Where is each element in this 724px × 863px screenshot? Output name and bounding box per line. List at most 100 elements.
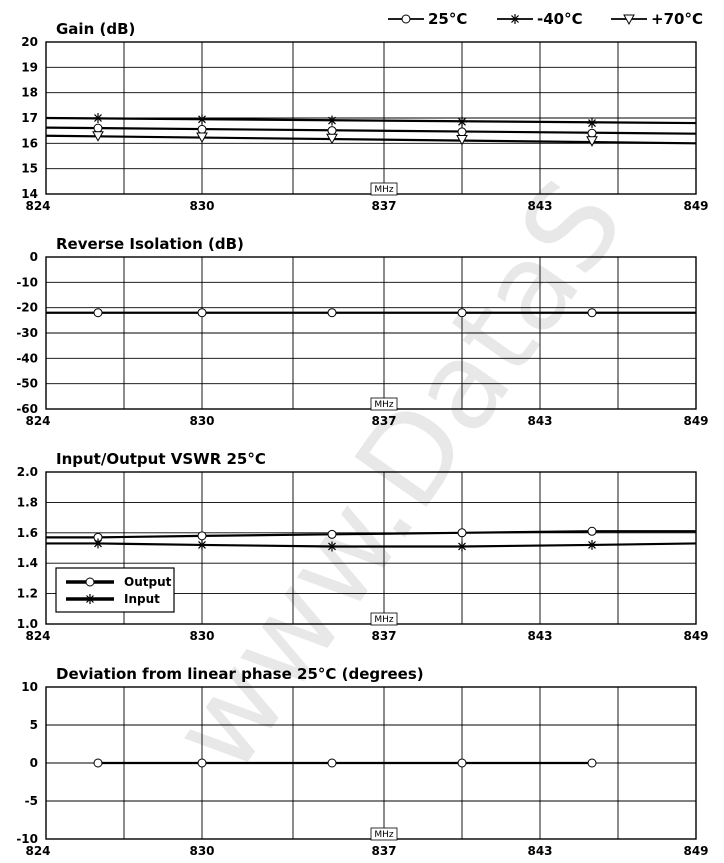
data-point xyxy=(197,758,207,768)
x-tick-label: 824 xyxy=(25,629,50,643)
y-tick-label: -40 xyxy=(16,351,38,365)
series-line xyxy=(45,134,697,145)
data-point xyxy=(327,115,337,126)
x-tick-label: 843 xyxy=(527,414,552,428)
y-tick-label: 20 xyxy=(21,35,38,49)
y-tick-label: 1.0 xyxy=(17,617,38,631)
x-axis-label: MHz xyxy=(374,185,394,195)
data-point xyxy=(197,308,207,318)
inset-legend-label: Output xyxy=(124,575,172,589)
xlabel-box xyxy=(370,827,398,841)
y-tick-label: 5 xyxy=(30,718,38,732)
data-point xyxy=(327,758,337,768)
data-point xyxy=(197,539,207,550)
y-tick-label: -20 xyxy=(16,301,38,315)
header-legend-label: +70°C xyxy=(651,10,703,28)
header-legend-marker xyxy=(510,14,520,24)
data-point xyxy=(587,128,597,138)
x-tick-label: 843 xyxy=(527,199,552,213)
x-tick-label: 830 xyxy=(189,199,214,213)
inset-legend-box xyxy=(55,567,175,613)
data-point xyxy=(587,308,597,318)
y-tick-label: 18 xyxy=(21,86,38,100)
data-point xyxy=(326,133,338,145)
data-point xyxy=(93,308,103,318)
y-tick-label: 0 xyxy=(30,756,38,770)
header-legend-marker xyxy=(623,14,635,26)
y-tick-label: 1.2 xyxy=(17,587,38,601)
y-tick-label: -10 xyxy=(16,275,38,289)
data-point xyxy=(93,123,103,133)
chart-title: Input/Output VSWR 25°C xyxy=(56,450,266,468)
x-tick-label: 837 xyxy=(371,414,396,428)
data-point xyxy=(587,526,597,536)
x-tick-label: 830 xyxy=(189,844,214,858)
data-point xyxy=(197,114,207,125)
data-point xyxy=(587,539,597,550)
x-tick-label: 843 xyxy=(527,844,552,858)
chart-title: Reverse Isolation (dB) xyxy=(56,235,244,253)
x-tick-label: 843 xyxy=(527,629,552,643)
header-legend: 25°C -40°C +70°C xyxy=(388,10,703,28)
x-tick-label: 830 xyxy=(189,629,214,643)
chart-panel-1: Gain (dB) 14 15 16 17 18 19 20 824 830 837 843 849 MH… xyxy=(21,20,708,213)
series-3 xyxy=(45,131,697,147)
data-point xyxy=(92,131,104,142)
y-tick-label: 2.0 xyxy=(17,465,38,479)
y-tick-label: 0 xyxy=(30,250,38,264)
inset-legend-marker xyxy=(85,594,95,604)
x-tick-label: 830 xyxy=(189,414,214,428)
x-axis-label: MHz xyxy=(374,830,394,840)
y-tick-label: 10 xyxy=(21,680,38,694)
data-point xyxy=(327,529,337,539)
inset-legend-marker xyxy=(85,577,95,587)
data-point xyxy=(197,124,207,134)
data-point xyxy=(457,758,467,768)
y-tick-label: -60 xyxy=(16,402,38,416)
data-point xyxy=(327,126,337,136)
x-tick-label: 849 xyxy=(683,199,708,213)
y-tick-label: -5 xyxy=(25,794,38,808)
x-tick-label: 837 xyxy=(371,629,396,643)
x-tick-label: 849 xyxy=(683,629,708,643)
data-point xyxy=(457,541,467,552)
y-tick-label: -50 xyxy=(16,377,38,391)
data-point xyxy=(93,538,103,549)
x-tick-label: 837 xyxy=(371,199,396,213)
y-tick-label: -10 xyxy=(16,832,38,846)
data-point xyxy=(327,541,337,552)
data-point xyxy=(457,308,467,318)
x-tick-label: 824 xyxy=(25,199,50,213)
series-2 xyxy=(46,538,697,552)
x-tick-label: 824 xyxy=(25,844,50,858)
data-point xyxy=(456,135,468,146)
data-point xyxy=(93,113,103,123)
series-1 xyxy=(93,758,597,768)
data-point xyxy=(327,308,337,318)
data-point xyxy=(587,118,597,129)
x-tick-label: 849 xyxy=(683,414,708,428)
header-legend-label: 25°C xyxy=(428,10,467,28)
series-2 xyxy=(45,123,697,138)
data-point xyxy=(93,758,103,768)
header-legend-entry: 25°C xyxy=(388,10,467,28)
data-point xyxy=(586,136,598,147)
inset-legend: Output Input xyxy=(55,567,175,613)
data-point xyxy=(196,132,208,144)
y-tick-label: 17 xyxy=(21,111,38,125)
y-tick-label: 15 xyxy=(21,162,38,176)
chart-title: Deviation from linear phase 25°C (degree… xyxy=(56,665,424,683)
chart-panel-4: Deviation from linear phase 25°C (degree… xyxy=(16,665,708,858)
x-tick-label: 824 xyxy=(25,414,50,428)
data-point xyxy=(197,531,207,541)
data-point xyxy=(457,127,467,137)
header-legend-entry: -40°C xyxy=(497,10,583,28)
y-tick-label: 1.6 xyxy=(17,526,38,540)
y-tick-label: 1.8 xyxy=(17,495,38,509)
xlabel-box xyxy=(370,182,398,196)
xlabel-box xyxy=(370,397,398,411)
chart-title: Gain (dB) xyxy=(56,20,135,38)
y-tick-label: 19 xyxy=(21,60,38,74)
header-legend-entry: +70°C xyxy=(611,10,703,28)
